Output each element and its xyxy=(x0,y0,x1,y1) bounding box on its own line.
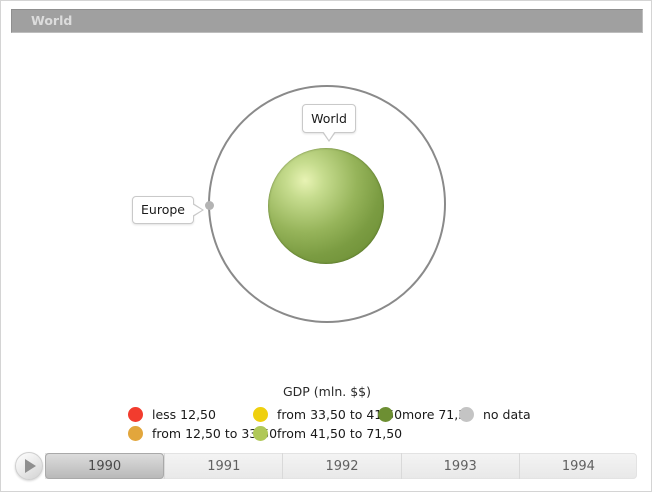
legend-item-label: from 33,50 to 41,50 xyxy=(277,406,403,422)
play-icon xyxy=(25,459,36,473)
europe-callout-text: Europe xyxy=(141,202,185,217)
timeline-year-1992[interactable]: 1992 xyxy=(282,453,400,479)
drilldown-header[interactable]: World xyxy=(11,9,643,33)
legend-item-12-50-to-33-50[interactable]: from 12,50 to 33,50 xyxy=(128,425,277,441)
timeline-bar: 1990 1991 1992 1993 1994 xyxy=(45,453,637,479)
legend-item-label: more 71,50 xyxy=(402,406,475,422)
europe-point[interactable] xyxy=(205,201,214,210)
legend-item-less-12-50[interactable]: less 12,50 xyxy=(128,406,216,422)
legend-item-label: from 12,50 to 33,50 xyxy=(152,425,278,441)
header-title: World xyxy=(31,13,73,28)
timeline-year-1994[interactable]: 1994 xyxy=(518,453,637,479)
legend-marker-red-icon xyxy=(128,406,143,422)
world-callout-label[interactable]: World xyxy=(302,104,356,142)
world-callout-text: World xyxy=(311,111,347,126)
legend-marker-yellow-icon xyxy=(253,406,268,422)
legend-item-more-71-50[interactable]: more 71,50 xyxy=(378,406,474,422)
legend-marker-yellow-green-icon xyxy=(253,425,268,441)
legend-marker-gray-icon xyxy=(459,406,474,422)
timeline-year-1990[interactable]: 1990 xyxy=(45,453,165,479)
world-bubble[interactable] xyxy=(268,148,384,264)
europe-callout-label[interactable]: Europe xyxy=(132,196,204,224)
legend-item-label: no data xyxy=(483,406,531,422)
play-button[interactable] xyxy=(15,452,43,480)
legend-title: GDP (mln. $$) xyxy=(282,384,371,399)
legend-item-no-data[interactable]: no data xyxy=(459,406,531,422)
legend-item-33-50-to-41-50[interactable]: from 33,50 to 41,50 xyxy=(253,406,402,422)
legend-marker-orange-icon xyxy=(128,425,143,441)
legend-marker-dark-green-icon xyxy=(378,406,393,422)
timeline-year-1991[interactable]: 1991 xyxy=(164,453,282,479)
legend-item-41-50-to-71-50[interactable]: from 41,50 to 71,50 xyxy=(253,425,402,441)
timeline-year-1993[interactable]: 1993 xyxy=(400,453,519,479)
legend-item-label: less 12,50 xyxy=(152,406,216,422)
legend-item-label: from 41,50 to 71,50 xyxy=(277,425,403,441)
